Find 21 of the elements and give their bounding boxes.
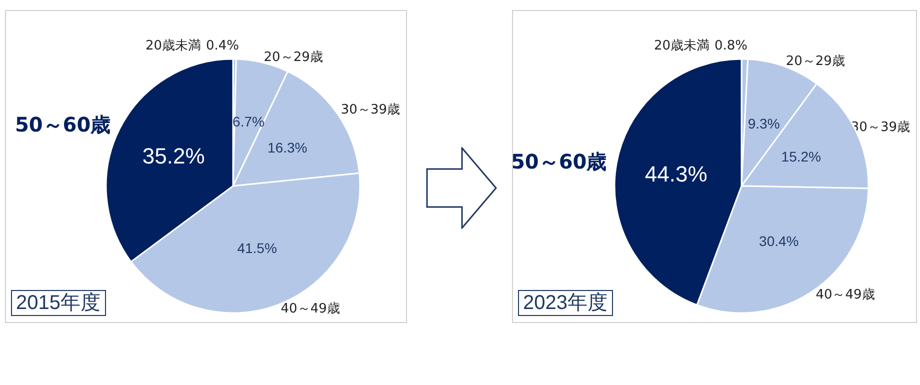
- slice-label: 40～49歳: [816, 288, 875, 303]
- data-label: 30.4%: [759, 233, 799, 249]
- slice-label: 20歳未満: [145, 38, 201, 54]
- data-label: 41.5%: [237, 240, 277, 256]
- text: 2023年度: [523, 292, 608, 314]
- slice-label: 50～60歳: [14, 112, 111, 136]
- slice-label: 20～29歳: [786, 54, 845, 70]
- data-label: 15.2%: [781, 148, 821, 165]
- text: 2015年度: [16, 292, 100, 314]
- slice-label: 30～39歳: [340, 102, 400, 118]
- slice-label: 20歳未満: [654, 38, 710, 54]
- data-label: 44.3%: [644, 162, 708, 187]
- data-label: 16.3%: [268, 140, 308, 156]
- data-label: 6.7%: [232, 113, 264, 130]
- slice-label: 50～60歳: [511, 150, 607, 174]
- data-label: 0.4%: [206, 38, 239, 54]
- slice-label: 40～49歳: [280, 302, 340, 317]
- slice-label: 20～29歳: [264, 50, 323, 66]
- data-label: 0.8%: [714, 38, 748, 54]
- data-label: 9.3%: [748, 115, 780, 132]
- data-label: 35.2%: [142, 144, 205, 169]
